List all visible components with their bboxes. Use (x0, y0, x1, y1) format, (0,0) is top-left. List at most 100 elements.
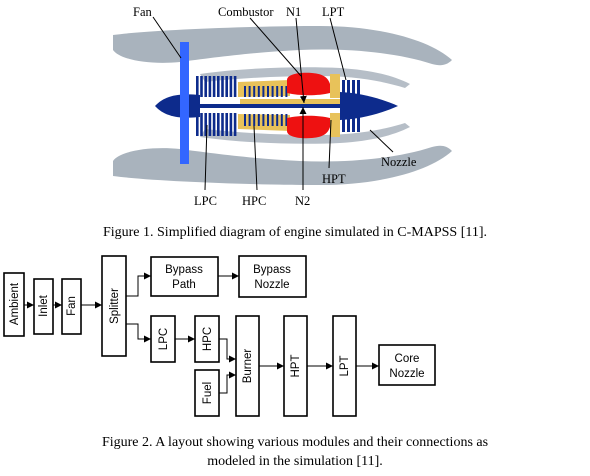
lpc-blade-upper (229, 76, 233, 97)
bypass-nozzle-label-line2: Nozzle (254, 279, 289, 291)
splitter-box (101, 255, 127, 357)
hpt-upper (330, 74, 340, 98)
combustor-upper (287, 72, 330, 96)
label-combustor: Combustor (218, 5, 274, 19)
upper-nacelle (113, 26, 452, 66)
hpc-blade-upper (271, 86, 274, 97)
hpc-blade-lower (285, 114, 288, 126)
hpc-blade-upper (248, 86, 251, 97)
bypass-path-label-line2: Path (172, 279, 196, 291)
hpc-blade-upper (280, 86, 283, 97)
hpc-blade-upper (285, 86, 288, 97)
hpt-module-label: HPT (290, 355, 302, 378)
core-casing-upper (200, 67, 410, 88)
lpc-blade-lower (200, 113, 203, 136)
hpc-blade-lower (267, 114, 269, 126)
inlet-label: Inlet (38, 294, 50, 317)
lpc-blade-lower (204, 113, 207, 136)
lpt-blade-upper (347, 80, 350, 98)
label-n1: N1 (286, 5, 301, 19)
label-n2: N2 (295, 194, 310, 208)
lower-nacelle (113, 145, 452, 185)
combustor-lower (287, 115, 330, 139)
lpc-blade-lower (208, 113, 212, 136)
lpc-blade-upper (221, 76, 224, 97)
wire-fuel-burner (219, 371, 236, 394)
label-nozzle: Nozzle (381, 155, 417, 169)
inlet-box (33, 278, 54, 335)
core-casing-lower (200, 123, 410, 144)
label-fan: Fan (133, 5, 153, 19)
bypass-path-box (150, 256, 219, 297)
hpc-blade-lower (248, 114, 251, 126)
lpc-blade-upper (233, 76, 237, 97)
label-lpt: LPT (322, 5, 345, 19)
hpc-blade-upper (267, 86, 269, 97)
hpt-lower (330, 113, 340, 137)
label-hpc: HPC (242, 194, 266, 208)
bypass-path-label-line1: Bypass (165, 264, 203, 276)
module-layout: Ambient Inlet Fan Splitter LPC HPC Fuel … (3, 255, 436, 417)
splitter-label: Splitter (109, 288, 121, 324)
lpc-blade-lower (217, 113, 220, 136)
lpc-blade-upper (212, 76, 216, 97)
leader-fan (152, 16, 182, 59)
lpc-blade-lower (212, 113, 216, 136)
leader-hpt (328, 119, 332, 169)
fuel-label: Fuel (202, 382, 214, 404)
leader-hpc (253, 125, 258, 191)
n1-shaft (175, 104, 385, 108)
lpc-blade-upper (208, 76, 212, 97)
core-nozzle-label-line2: Nozzle (389, 368, 424, 380)
engine-diagram: Fan Combustor N1 LPT Nozzle HPT LPC HPC … (113, 5, 452, 208)
lpt-blade-lower (352, 114, 355, 132)
leader-lpc (204, 124, 208, 191)
figure2-caption-line2: modeled in the simulation [11]. (207, 454, 383, 469)
figure2-caption-line1: Figure 2. A layout showing various modul… (102, 435, 488, 450)
lpc-blade-lower (221, 113, 224, 136)
lpc-blade-upper (204, 76, 207, 97)
hpc-blade-lower (244, 114, 246, 126)
lpt-blade-lower (342, 114, 345, 132)
hpc-blade-upper (253, 86, 256, 97)
leader-nozzle (369, 129, 394, 153)
bypass-nozzle-label-line1: Bypass (253, 264, 291, 276)
leader-lpt (329, 17, 347, 81)
lpc-blade-lower (225, 113, 228, 136)
wire-hpc-burner (219, 338, 236, 363)
lpt-blade-lower (357, 114, 360, 132)
nose-spinner (155, 94, 200, 118)
hpc-blade-upper (262, 86, 265, 97)
hpc-blades (244, 86, 288, 126)
lpt-blade-upper (352, 80, 355, 98)
lpc-blade-lower (196, 113, 199, 136)
lpc-label: LPC (158, 328, 170, 350)
hpc-blade-upper (276, 86, 279, 97)
leader-combustor (249, 17, 302, 77)
wire-splitter-bypass (126, 272, 151, 297)
lpc-blade-lower (229, 113, 233, 136)
figure1-caption: Figure 1. Simplified diagram of engine s… (103, 225, 487, 240)
fan-module-label: Fan (66, 296, 78, 316)
hpc-blade-upper (244, 86, 246, 97)
hpc-blade-lower (280, 114, 283, 126)
hpc-blade-lower (257, 114, 260, 126)
lpt-blade-lower (347, 114, 350, 132)
hpc-blade-upper (257, 86, 260, 97)
wire-splitter-lpc (126, 323, 151, 343)
core-nozzle-label-line1: Core (395, 353, 420, 365)
hpc-blade-lower (276, 114, 279, 126)
hpc-blade-lower (253, 114, 256, 126)
hpc-label: HPC (202, 327, 214, 351)
hpc-blade-lower (271, 114, 274, 126)
lpc-blade-upper (225, 76, 228, 97)
lpt-blade-upper (357, 80, 360, 98)
lpt-blade-upper (342, 80, 345, 98)
ambient-label: Ambient (9, 282, 21, 325)
lpt-module-label: LPT (339, 355, 351, 376)
fan-blade (180, 42, 189, 164)
hpc-blade-lower (262, 114, 265, 126)
lpt-blades (342, 80, 360, 132)
core-nozzle-box (378, 344, 436, 386)
lpc-blades (196, 76, 237, 136)
